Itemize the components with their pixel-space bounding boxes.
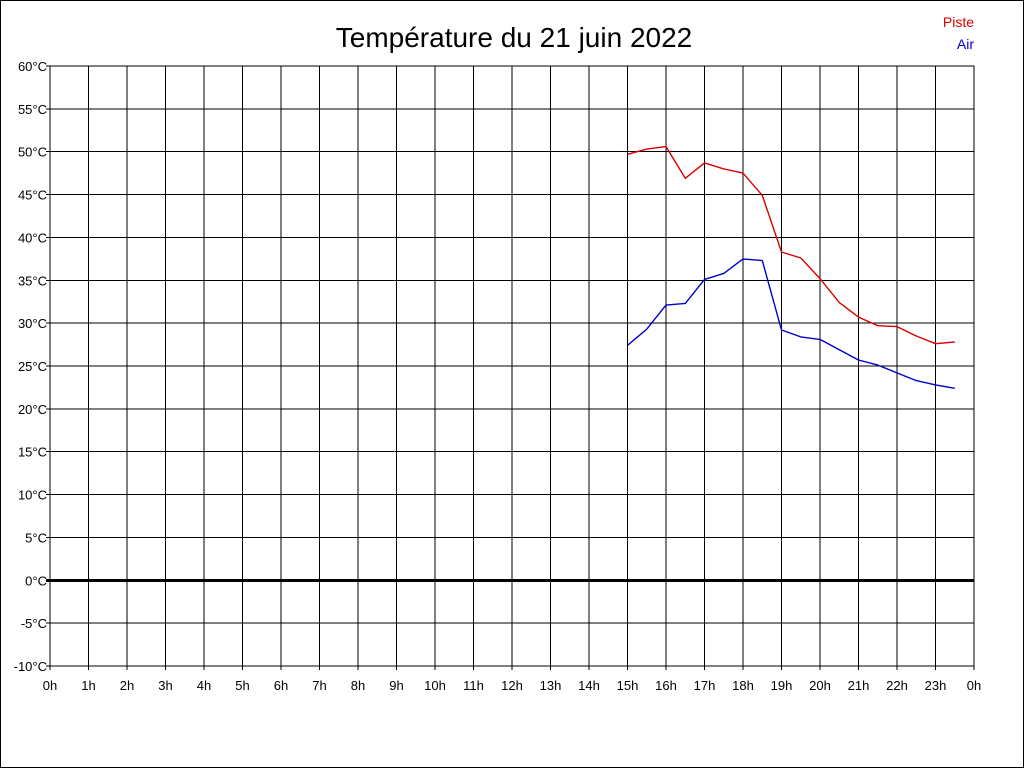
y-tick-label: 15°C	[18, 445, 47, 460]
chart-title: Température du 21 juin 2022	[336, 22, 692, 53]
y-tick-label: 25°C	[18, 359, 47, 374]
x-tick-label: 4h	[197, 678, 211, 693]
y-tick-label: 0°C	[25, 573, 47, 588]
series-lines	[627, 145, 955, 389]
y-tick-label: 60°C	[18, 59, 47, 74]
x-tick-label: 3h	[158, 678, 172, 693]
y-tick-label: 30°C	[18, 316, 47, 331]
y-tick-label: 20°C	[18, 402, 47, 417]
y-tick-label: 55°C	[18, 102, 47, 117]
x-tick-label: 2h	[120, 678, 134, 693]
x-tick-label: 23h	[925, 678, 947, 693]
legend: Piste Air	[943, 14, 974, 52]
y-tick-label: 5°C	[25, 530, 47, 545]
x-tick-label: 10h	[424, 678, 446, 693]
x-tick-label: 13h	[540, 678, 562, 693]
y-tick-label: -5°C	[21, 616, 47, 631]
y-tick-label: 35°C	[18, 273, 47, 288]
x-tick-label: 12h	[501, 678, 523, 693]
legend-entry-air: Air	[957, 36, 974, 52]
x-tick-label: 22h	[886, 678, 908, 693]
series-line-piste	[627, 145, 955, 345]
x-tick-label: 1h	[81, 678, 95, 693]
x-tick-label: 11h	[463, 678, 484, 693]
x-tick-label: 9h	[389, 678, 403, 693]
y-tick-label: 45°C	[18, 188, 47, 203]
x-tick-label: 16h	[655, 678, 677, 693]
y-tick-label: 50°C	[18, 145, 47, 160]
y-tick-label: 10°C	[18, 488, 47, 503]
x-tick-label: 14h	[578, 678, 600, 693]
grid	[46, 65, 975, 670]
series-line-air	[627, 258, 955, 389]
x-tick-label: 5h	[235, 678, 249, 693]
x-tick-label: 15h	[617, 678, 639, 693]
x-tick-label: 19h	[771, 678, 793, 693]
x-tick-label: 0h	[43, 678, 57, 693]
x-tick-label: 20h	[809, 678, 831, 693]
y-tick-label: 40°C	[18, 230, 47, 245]
x-tick-label: 8h	[351, 678, 365, 693]
x-tick-label: 7h	[312, 678, 326, 693]
x-tick-label: 21h	[848, 678, 870, 693]
x-tick-label: 17h	[694, 678, 716, 693]
x-tick-label: 0h	[967, 678, 981, 693]
y-tick-label: -10°C	[14, 659, 47, 674]
legend-entry-piste: Piste	[943, 14, 974, 30]
x-tick-label: 6h	[274, 678, 288, 693]
plot-border	[49, 65, 975, 667]
x-tick-label: 18h	[732, 678, 754, 693]
axis-labels: 0h 1h 2h 3h 4h 5h 6h 7h 8h 9h 10h 11h 12h 13h 14h 15h 16…	[14, 59, 982, 693]
